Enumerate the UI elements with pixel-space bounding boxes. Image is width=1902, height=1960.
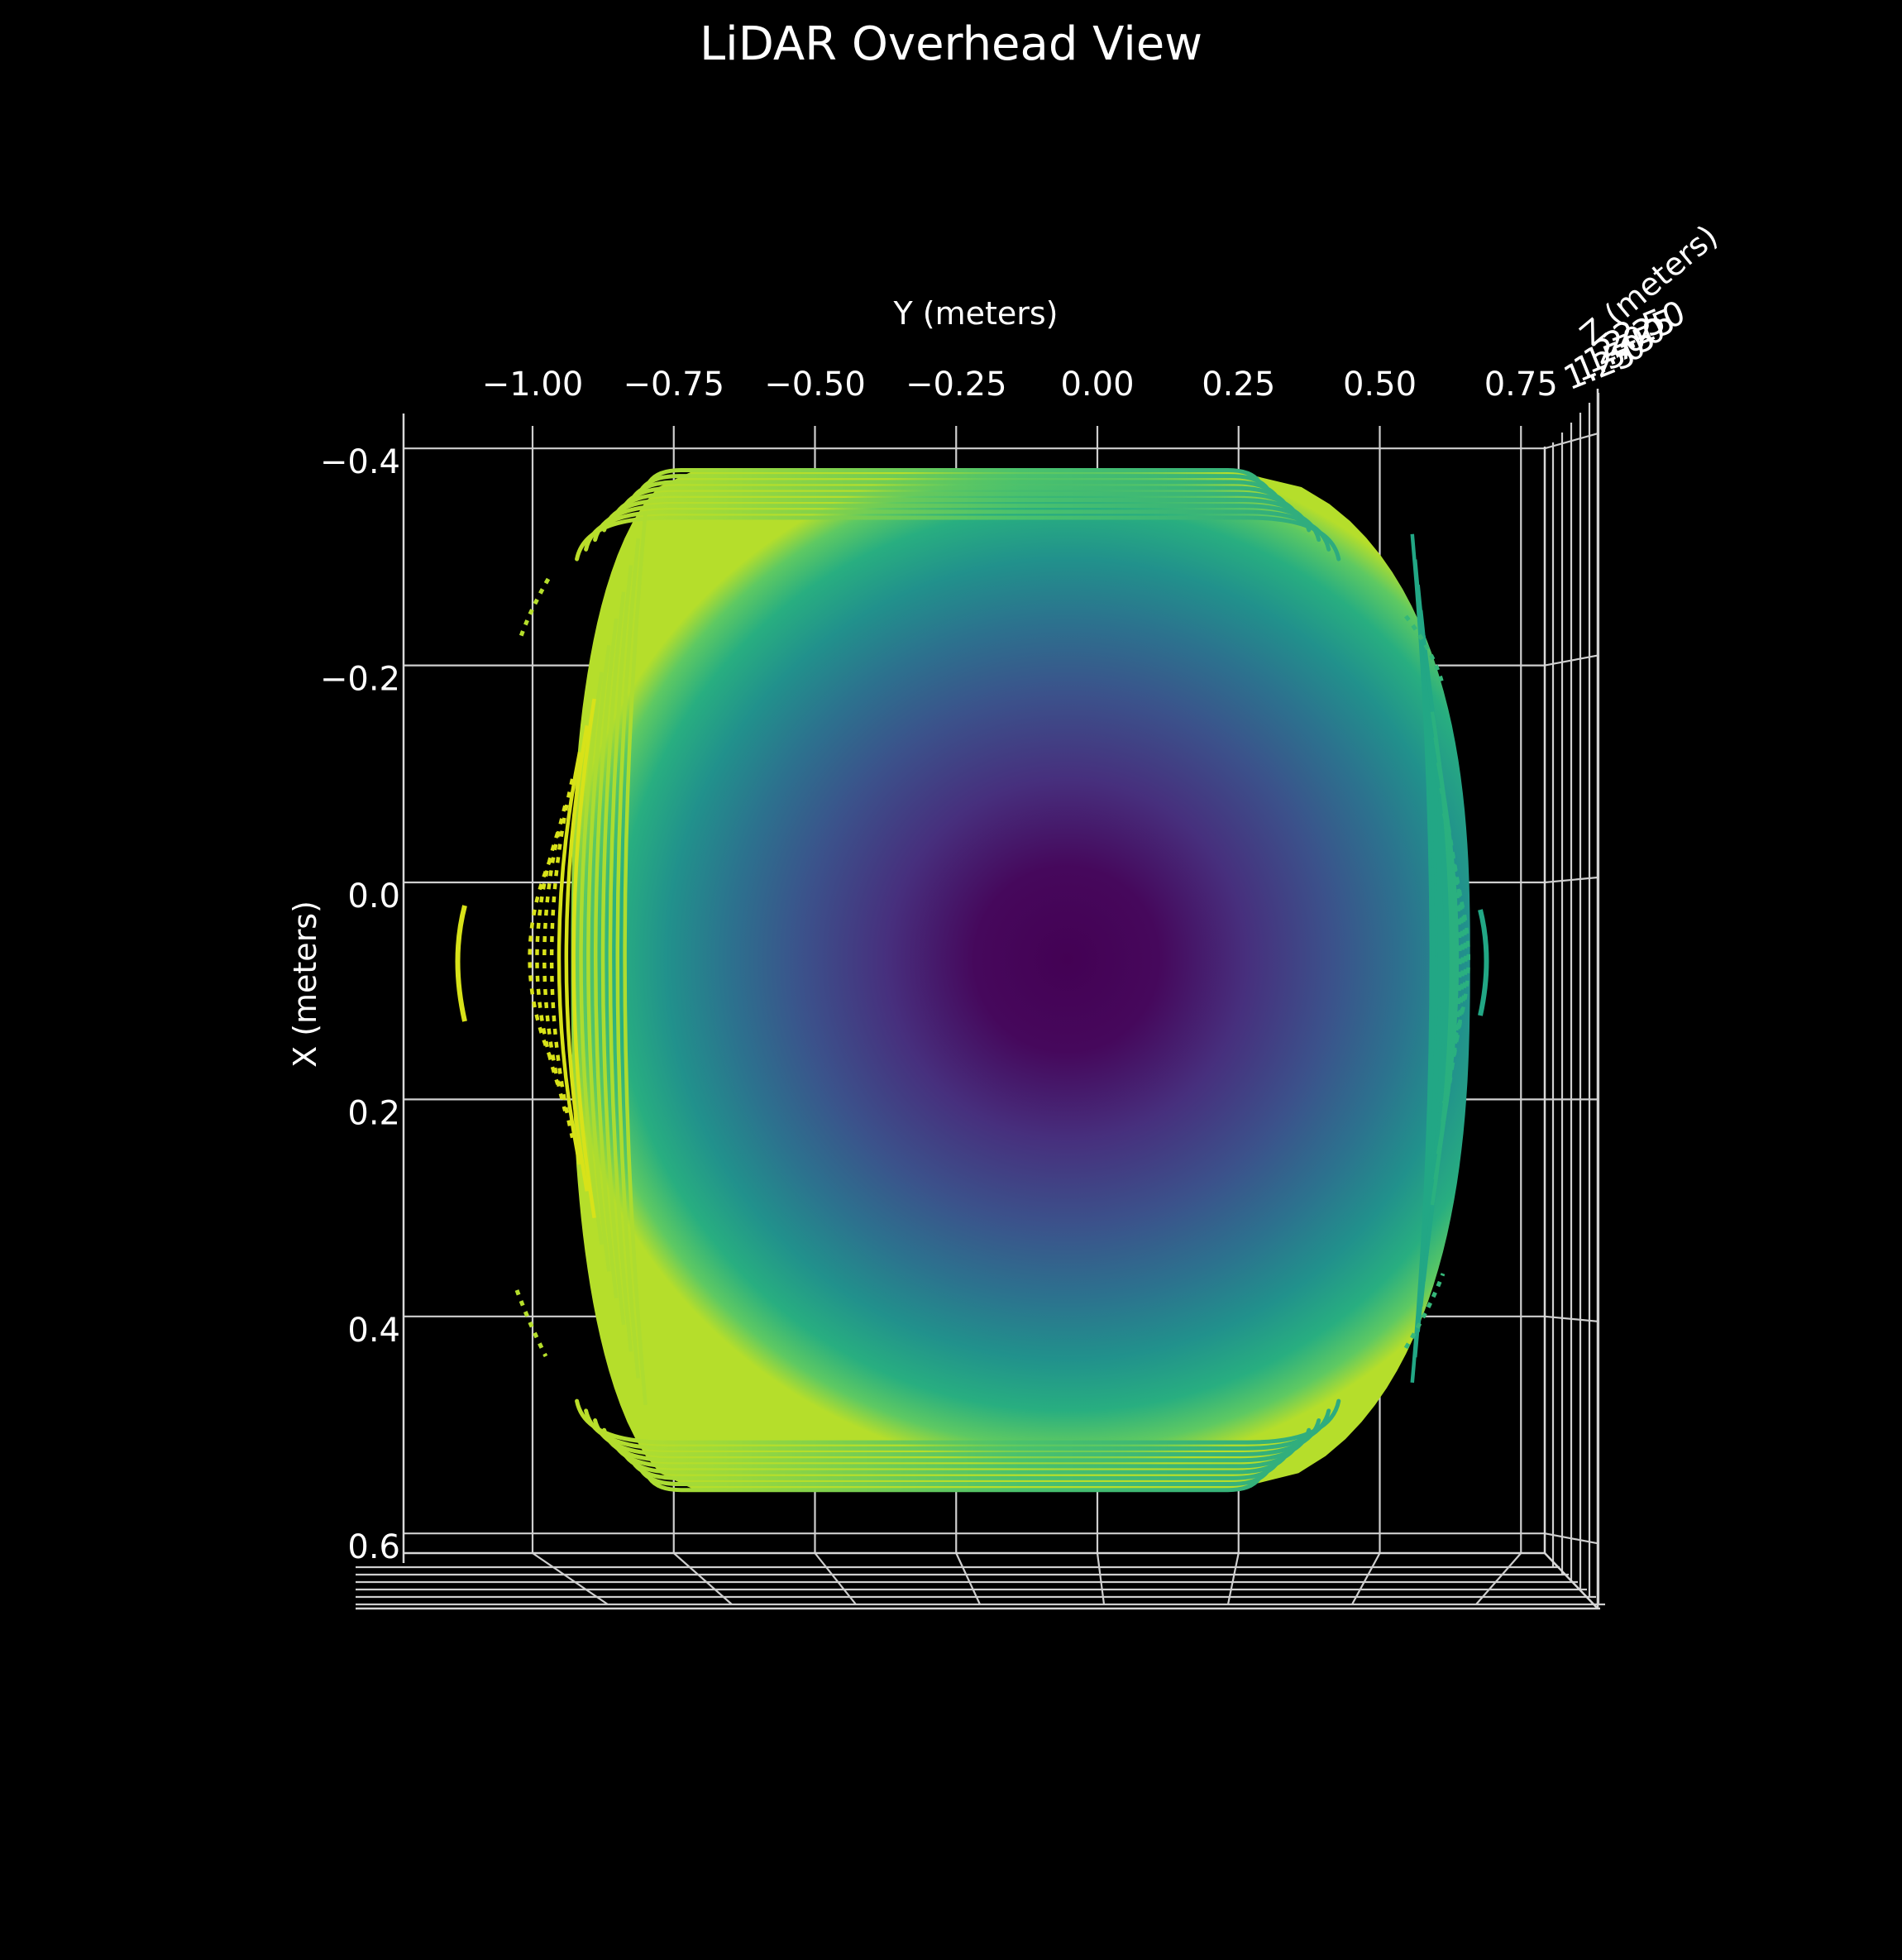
scan-arc-left bbox=[623, 511, 648, 1406]
floor-grid-line bbox=[1096, 1552, 1106, 1605]
ring-fragment bbox=[514, 1289, 548, 1358]
y-tick-label: 0.4 bbox=[347, 1312, 400, 1350]
x-tick-label: −0.50 bbox=[764, 366, 866, 404]
x-tick-label: 0.25 bbox=[1202, 366, 1275, 404]
point-cloud-body bbox=[571, 470, 1470, 1490]
z-pane-edges bbox=[356, 389, 1605, 1610]
scan-arc-left bbox=[600, 591, 626, 1326]
scan-arc-left bbox=[593, 618, 619, 1298]
scan-arc-right bbox=[1445, 838, 1468, 1079]
floor-grid-line bbox=[673, 1552, 733, 1605]
scan-row bbox=[638, 474, 1272, 494]
floor-grid-line bbox=[1475, 1552, 1522, 1605]
scan-row bbox=[575, 515, 1341, 562]
scan-row bbox=[648, 1476, 1262, 1493]
scan-row bbox=[629, 1456, 1282, 1480]
scan-arc-left bbox=[535, 831, 560, 1085]
x-tick-label: 0.75 bbox=[1484, 366, 1558, 404]
scan-arc-left bbox=[549, 778, 575, 1139]
floor-grid-line bbox=[814, 1552, 857, 1605]
x-tick-label: −1.00 bbox=[482, 366, 584, 404]
scan-arc-left bbox=[528, 858, 552, 1059]
y-tick-label: 0.6 bbox=[347, 1528, 400, 1566]
x-tick-label: −0.25 bbox=[906, 366, 1007, 404]
point-cloud bbox=[455, 467, 1489, 1493]
scan-row bbox=[575, 1398, 1341, 1445]
y-axis-label: X (meters) bbox=[287, 901, 323, 1068]
scan-arc-right bbox=[1439, 787, 1462, 1130]
chart-title: LiDAR Overhead View bbox=[700, 17, 1202, 71]
ring-fragment bbox=[1404, 614, 1446, 687]
ring-fragment bbox=[517, 577, 551, 642]
y-tick-label: −0.4 bbox=[320, 443, 400, 481]
scan-arc-left bbox=[586, 645, 611, 1272]
y-tick-label: 0.0 bbox=[347, 877, 400, 915]
scan-arc-left bbox=[557, 752, 582, 1165]
floor-grid-line bbox=[532, 1552, 609, 1605]
scan-arc-left bbox=[579, 672, 604, 1245]
scan-row bbox=[638, 1466, 1272, 1487]
scan-row bbox=[648, 467, 1262, 484]
scan-arc-left bbox=[564, 724, 590, 1192]
y-tick-label: 0.2 bbox=[347, 1094, 400, 1132]
x-axis-label: Y (meters) bbox=[892, 295, 1058, 332]
outer-ring-right bbox=[1478, 909, 1489, 1016]
floor-grid-line bbox=[955, 1552, 981, 1605]
scan-arc-left bbox=[571, 698, 596, 1219]
scan-arc-right bbox=[1447, 863, 1470, 1054]
x-tick-label: 0.50 bbox=[1343, 366, 1417, 404]
y-tick-label: −0.2 bbox=[320, 661, 400, 699]
x-tick-label: −0.75 bbox=[623, 366, 724, 404]
scan-row bbox=[629, 480, 1282, 504]
scan-arc-left bbox=[615, 538, 640, 1379]
floor-grid-line bbox=[1351, 1552, 1381, 1605]
scan-arc-left bbox=[542, 805, 567, 1112]
pane-corner-edge bbox=[1544, 1552, 1599, 1609]
floor-grid-line bbox=[1226, 1552, 1240, 1605]
x-tick-label: 0.00 bbox=[1060, 366, 1134, 404]
outer-ring-left bbox=[455, 905, 467, 1022]
scan-arc-left bbox=[608, 565, 633, 1352]
